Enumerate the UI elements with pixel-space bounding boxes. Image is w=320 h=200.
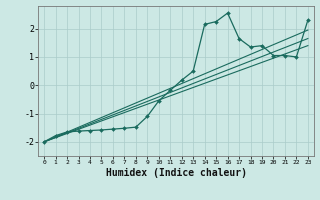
X-axis label: Humidex (Indice chaleur): Humidex (Indice chaleur) <box>106 168 246 178</box>
